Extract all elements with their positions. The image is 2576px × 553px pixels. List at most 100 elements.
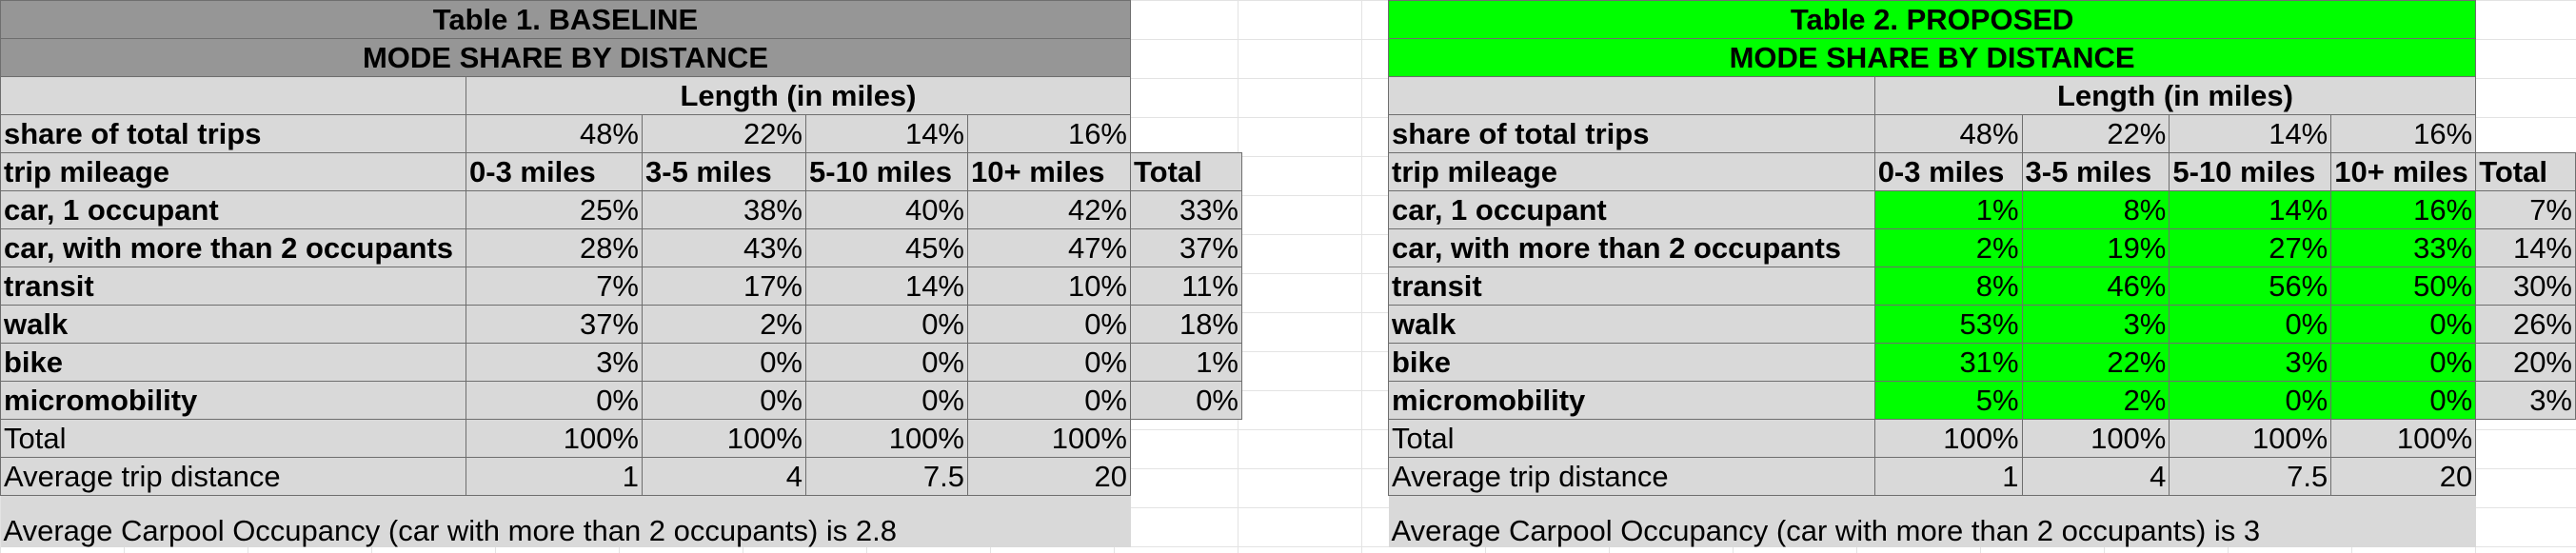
data-cell[interactable]: 14% bbox=[2169, 190, 2332, 229]
data-cell[interactable]: 0% bbox=[2169, 381, 2332, 420]
row-total-cell[interactable]: 37% bbox=[1130, 228, 1242, 267]
data-cell[interactable]: 33% bbox=[2330, 228, 2477, 267]
share-label[interactable]: share of total trips bbox=[1388, 114, 1875, 153]
data-cell[interactable]: 7% bbox=[466, 267, 643, 306]
row-label[interactable]: car, with more than 2 occupants bbox=[1388, 228, 1875, 267]
data-cell[interactable]: 0% bbox=[967, 381, 1131, 420]
data-cell[interactable]: 10% bbox=[967, 267, 1131, 306]
share-cell[interactable]: 48% bbox=[1873, 114, 2023, 153]
table-subtitle[interactable]: MODE SHARE BY DISTANCE bbox=[1387, 38, 2477, 77]
total-label[interactable]: Total bbox=[0, 419, 466, 458]
spreadsheet-cell[interactable] bbox=[0, 76, 466, 115]
avg-distance-cell[interactable]: 1 bbox=[466, 457, 643, 496]
data-cell[interactable]: 0% bbox=[2330, 305, 2477, 344]
total-cell[interactable]: 100% bbox=[805, 419, 968, 458]
column-header[interactable]: 0-3 miles bbox=[466, 152, 643, 191]
column-header[interactable]: 5-10 miles bbox=[2169, 152, 2332, 191]
total-cell[interactable]: 100% bbox=[1873, 419, 2023, 458]
data-cell[interactable]: 1% bbox=[1873, 190, 2023, 229]
column-header[interactable]: 5-10 miles bbox=[805, 152, 968, 191]
data-cell[interactable]: 25% bbox=[466, 190, 643, 229]
data-cell[interactable]: 40% bbox=[805, 190, 968, 229]
avg-distance-cell[interactable]: 7.5 bbox=[805, 457, 968, 496]
data-cell[interactable]: 0% bbox=[642, 381, 806, 420]
data-cell[interactable]: 56% bbox=[2169, 267, 2332, 306]
data-cell[interactable]: 17% bbox=[642, 267, 806, 306]
row-total-cell[interactable]: 0% bbox=[1130, 381, 1242, 420]
table-subtitle[interactable]: MODE SHARE BY DISTANCE bbox=[0, 38, 1131, 77]
data-cell[interactable]: 31% bbox=[1873, 343, 2023, 382]
data-cell[interactable]: 0% bbox=[2330, 343, 2477, 382]
spreadsheet-cell[interactable] bbox=[1388, 76, 1875, 115]
share-cell[interactable]: 48% bbox=[466, 114, 643, 153]
data-cell[interactable]: 0% bbox=[805, 343, 968, 382]
row-label[interactable]: car, 1 occupant bbox=[0, 190, 466, 229]
avg-distance-cell[interactable]: 1 bbox=[1873, 457, 2023, 496]
share-cell[interactable]: 22% bbox=[642, 114, 806, 153]
row-label[interactable]: bike bbox=[0, 343, 466, 382]
row-label[interactable]: transit bbox=[0, 267, 466, 306]
avg-distance-label[interactable]: Average trip distance bbox=[1388, 457, 1875, 496]
row-total-cell[interactable]: 20% bbox=[2475, 343, 2576, 382]
data-cell[interactable]: 0% bbox=[642, 343, 806, 382]
carpool-note[interactable]: Average Carpool Occupancy (car with more… bbox=[1388, 495, 2476, 547]
length-header[interactable]: Length (in miles) bbox=[466, 76, 1131, 115]
data-cell[interactable]: 42% bbox=[967, 190, 1131, 229]
data-cell[interactable]: 0% bbox=[466, 381, 643, 420]
row-total-cell[interactable]: 33% bbox=[1130, 190, 1242, 229]
mileage-label[interactable]: trip mileage bbox=[1388, 152, 1875, 191]
mileage-label[interactable]: trip mileage bbox=[0, 152, 466, 191]
row-total-cell[interactable]: 14% bbox=[2475, 228, 2576, 267]
avg-distance-cell[interactable]: 20 bbox=[967, 457, 1131, 496]
table-title[interactable]: Table 2. PROPOSED bbox=[1387, 0, 2477, 39]
row-total-cell[interactable]: 7% bbox=[2475, 190, 2576, 229]
avg-distance-cell[interactable]: 4 bbox=[2021, 457, 2170, 496]
row-total-cell[interactable]: 11% bbox=[1130, 267, 1242, 306]
data-cell[interactable]: 2% bbox=[642, 305, 806, 344]
share-cell[interactable]: 22% bbox=[2021, 114, 2170, 153]
data-cell[interactable]: 27% bbox=[2169, 228, 2332, 267]
row-label[interactable]: car, with more than 2 occupants bbox=[0, 228, 466, 267]
data-cell[interactable]: 0% bbox=[2330, 381, 2477, 420]
total-cell[interactable]: 100% bbox=[2021, 419, 2170, 458]
column-header-total[interactable]: Total bbox=[2475, 152, 2576, 191]
data-cell[interactable]: 46% bbox=[2021, 267, 2170, 306]
row-label[interactable]: car, 1 occupant bbox=[1388, 190, 1875, 229]
row-total-cell[interactable]: 18% bbox=[1130, 305, 1242, 344]
row-label[interactable]: transit bbox=[1388, 267, 1875, 306]
avg-distance-cell[interactable]: 7.5 bbox=[2169, 457, 2332, 496]
data-cell[interactable]: 37% bbox=[466, 305, 643, 344]
data-cell[interactable]: 2% bbox=[1873, 228, 2023, 267]
length-header[interactable]: Length (in miles) bbox=[1873, 76, 2477, 115]
data-cell[interactable]: 0% bbox=[967, 343, 1131, 382]
data-cell[interactable]: 2% bbox=[2021, 381, 2170, 420]
share-cell[interactable]: 16% bbox=[2330, 114, 2477, 153]
data-cell[interactable]: 0% bbox=[805, 381, 968, 420]
data-cell[interactable]: 22% bbox=[2021, 343, 2170, 382]
avg-distance-cell[interactable]: 20 bbox=[2330, 457, 2477, 496]
carpool-note[interactable]: Average Carpool Occupancy (car with more… bbox=[0, 495, 1131, 547]
data-cell[interactable]: 50% bbox=[2330, 267, 2477, 306]
data-cell[interactable]: 0% bbox=[967, 305, 1131, 344]
data-cell[interactable]: 43% bbox=[642, 228, 806, 267]
data-cell[interactable]: 38% bbox=[642, 190, 806, 229]
data-cell[interactable]: 8% bbox=[1873, 267, 2023, 306]
data-cell[interactable]: 19% bbox=[2021, 228, 2170, 267]
total-cell[interactable]: 100% bbox=[2169, 419, 2332, 458]
row-total-cell[interactable]: 26% bbox=[2475, 305, 2576, 344]
column-header[interactable]: 3-5 miles bbox=[642, 152, 806, 191]
share-label[interactable]: share of total trips bbox=[0, 114, 466, 153]
column-header[interactable]: 0-3 miles bbox=[1873, 152, 2023, 191]
data-cell[interactable]: 53% bbox=[1873, 305, 2023, 344]
data-cell[interactable]: 5% bbox=[1873, 381, 2023, 420]
total-cell[interactable]: 100% bbox=[967, 419, 1131, 458]
row-label[interactable]: walk bbox=[1388, 305, 1875, 344]
column-header-total[interactable]: Total bbox=[1130, 152, 1242, 191]
data-cell[interactable]: 0% bbox=[805, 305, 968, 344]
column-header[interactable]: 10+ miles bbox=[2330, 152, 2477, 191]
data-cell[interactable]: 28% bbox=[466, 228, 643, 267]
data-cell[interactable]: 14% bbox=[805, 267, 968, 306]
share-cell[interactable]: 14% bbox=[805, 114, 968, 153]
data-cell[interactable]: 3% bbox=[2021, 305, 2170, 344]
data-cell[interactable]: 45% bbox=[805, 228, 968, 267]
